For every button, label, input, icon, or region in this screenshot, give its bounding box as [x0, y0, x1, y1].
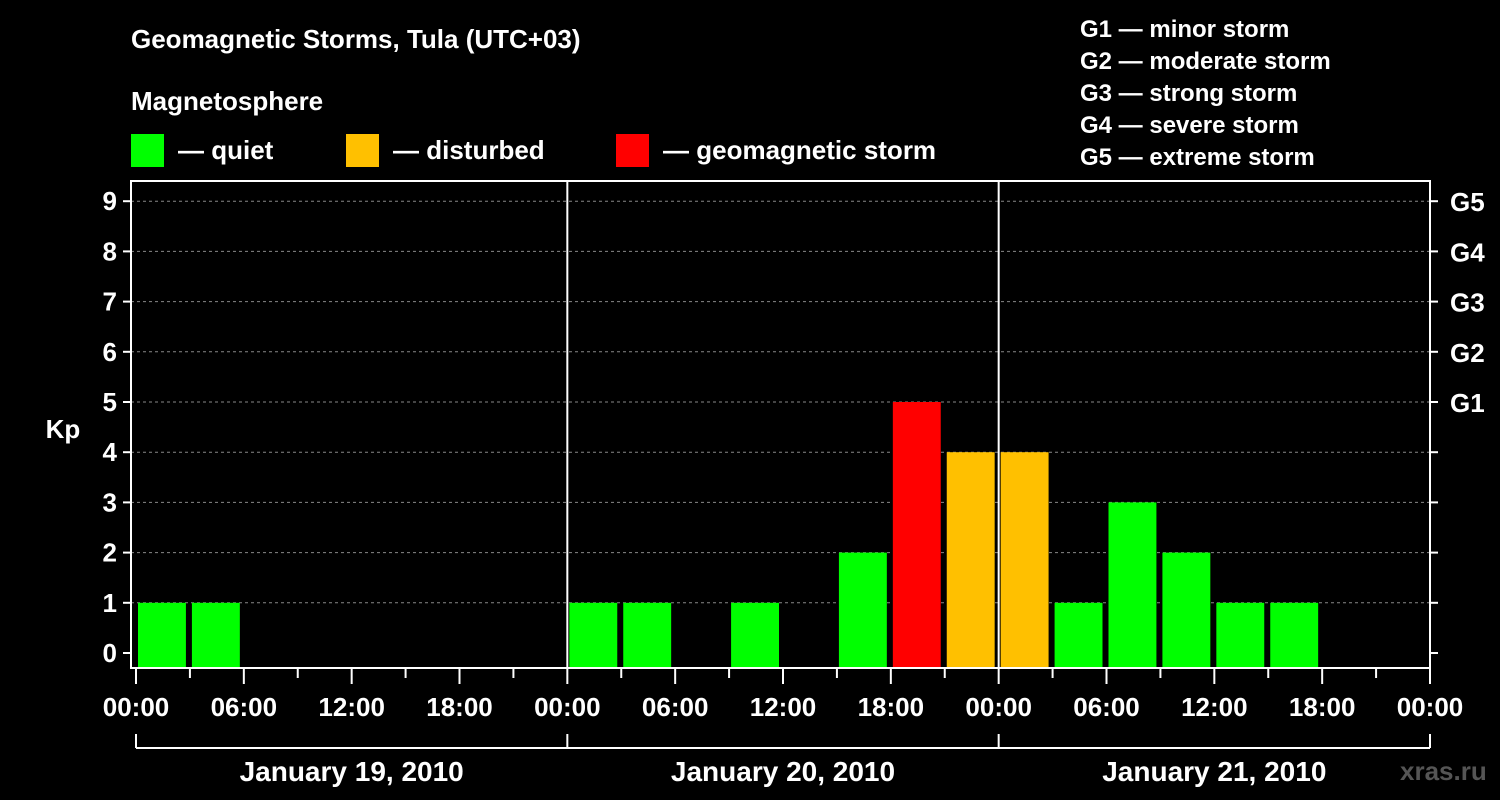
- ytick-label-3: 3: [103, 487, 117, 517]
- day-label-2: January 21, 2010: [1102, 756, 1326, 787]
- ytick-label-6: 6: [103, 337, 117, 367]
- storm-scale-legend: G1 — minor storm G2 — moderate storm G3 …: [1080, 14, 1331, 174]
- xtick-label-1: 06:00: [211, 692, 278, 722]
- bar-slot-13: [838, 552, 887, 668]
- y-axis-label: Kp: [46, 414, 81, 444]
- legend-quiet-label: — quiet: [178, 134, 274, 165]
- ytick-label-4: 4: [103, 437, 118, 467]
- plot-frame: [130, 180, 1431, 669]
- xtick-label-8: 00:00: [965, 692, 1032, 722]
- xtick-label-6: 12:00: [750, 692, 817, 722]
- right-tick-label-G3: G3: [1450, 288, 1485, 318]
- xtick-label-9: 06:00: [1073, 692, 1140, 722]
- bar-slot-1: [191, 602, 240, 668]
- ytick-label-7: 7: [103, 287, 117, 317]
- bar-slot-16: [1000, 452, 1049, 668]
- ytick-label-9: 9: [103, 186, 117, 216]
- chart-subtitle: Magnetosphere: [131, 86, 324, 116]
- legend-storm-label: — geomagnetic storm: [663, 134, 937, 165]
- bar-slot-20: [1216, 602, 1265, 668]
- right-tick-label-G2: G2: [1450, 338, 1485, 368]
- ytick-label-0: 0: [103, 638, 117, 668]
- bar-slot-18: [1108, 502, 1157, 668]
- bar-slot-0: [138, 602, 186, 668]
- scale-g5: G5 — extreme storm: [1080, 144, 1315, 171]
- legend-quiet-swatch: [131, 133, 164, 167]
- xtick-label-12: 00:00: [1397, 692, 1464, 722]
- xtick-label-10: 12:00: [1181, 692, 1248, 722]
- ytick-label-1: 1: [103, 588, 117, 618]
- bar-slot-14: [892, 402, 941, 668]
- scale-g4: G4 — severe storm: [1080, 112, 1299, 139]
- legend-quiet: — quiet: [131, 133, 274, 167]
- bar-slot-11: [731, 602, 779, 668]
- scale-g3: G3 — strong storm: [1080, 80, 1298, 107]
- bar-slot-9: [623, 602, 672, 668]
- bar-slot-15: [946, 452, 995, 668]
- legend-disturbed-label: — disturbed: [393, 134, 545, 165]
- ytick-label-5: 5: [103, 387, 117, 417]
- right-tick-label-G5: G5: [1450, 187, 1485, 217]
- ytick-label-8: 8: [103, 236, 117, 266]
- right-tick-label-G1: G1: [1450, 388, 1485, 418]
- legend-storm: — geomagnetic storm: [616, 133, 937, 167]
- scale-g1: G1 — minor storm: [1080, 16, 1290, 43]
- bar-slot-21: [1270, 602, 1319, 668]
- bar-slot-17: [1054, 602, 1103, 668]
- day-label-1: January 20, 2010: [671, 756, 895, 787]
- right-tick-label-G4: G4: [1450, 237, 1485, 267]
- xtick-label-2: 12:00: [318, 692, 385, 722]
- chart-title: Geomagnetic Storms, Tula (UTC+03): [131, 24, 581, 54]
- bar-slot-19: [1162, 552, 1211, 668]
- legend-disturbed: — disturbed: [346, 133, 545, 167]
- scale-g2: G2 — moderate storm: [1080, 48, 1331, 75]
- xtick-label-5: 06:00: [642, 692, 709, 722]
- day-label-0: January 19, 2010: [240, 756, 464, 787]
- site-watermark: xras.ru: [1400, 756, 1487, 786]
- bar-slot-8: [569, 602, 618, 668]
- legend-storm-swatch: [616, 133, 649, 167]
- legend-disturbed-swatch: [346, 133, 379, 167]
- xtick-label-4: 00:00: [534, 692, 601, 722]
- xtick-label-11: 18:00: [1289, 692, 1356, 722]
- ytick-label-2: 2: [103, 538, 117, 568]
- xtick-label-0: 00:00: [103, 692, 170, 722]
- xtick-label-3: 18:00: [426, 692, 493, 722]
- xtick-label-7: 18:00: [858, 692, 925, 722]
